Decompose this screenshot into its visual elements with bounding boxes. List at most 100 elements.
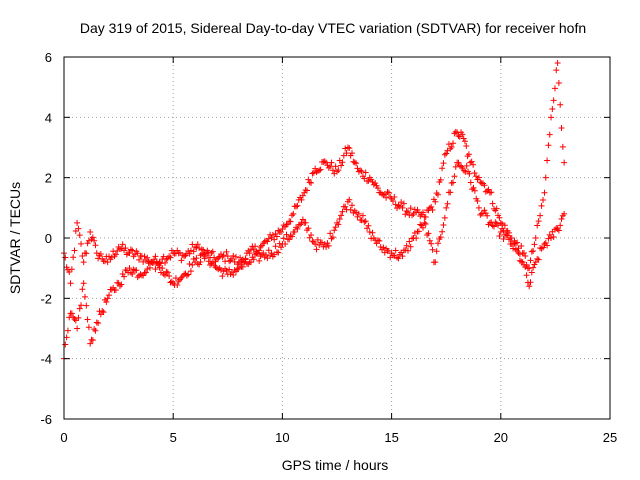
data-point-fill: [273, 249, 280, 256]
data-point-fill: [435, 191, 442, 198]
data-point-fill: [166, 253, 173, 260]
data-point-fill: [347, 206, 354, 213]
data-point-fill: [396, 203, 403, 210]
data-point-fill: [496, 214, 503, 221]
data-point-fill: [339, 208, 346, 215]
y-tick-label: 6: [45, 50, 52, 65]
data-point-fill: [383, 194, 390, 201]
data-point-fill: [84, 316, 91, 323]
data-point-fill: [185, 271, 192, 278]
data-point-fill: [477, 211, 484, 218]
data-point-fill: [403, 207, 410, 214]
data-point-fill: [489, 222, 496, 229]
data-point-fill: [106, 253, 113, 260]
data-point: [290, 210, 297, 217]
data-point-fill: [89, 337, 96, 344]
data-point: [323, 159, 330, 166]
data-point-fill: [79, 253, 86, 260]
data-point-fill: [200, 251, 207, 258]
data-point-fill: [469, 186, 476, 193]
data-point-fill: [515, 249, 522, 256]
data-point-fill: [194, 241, 201, 248]
data-point-fill: [91, 237, 98, 244]
data-point-fill: [204, 249, 211, 256]
data-point-fill: [350, 158, 357, 165]
data-point-fill: [114, 279, 121, 286]
data-point-fill: [493, 205, 500, 212]
data-point-fill: [152, 253, 159, 260]
data-point-fill: [384, 188, 391, 195]
data-point-fill: [144, 254, 151, 261]
data-point-fill: [190, 248, 197, 255]
data-point-fill: [364, 225, 371, 232]
data-point-fill: [294, 225, 301, 232]
data-point-fill: [299, 192, 306, 199]
data-point-fill: [116, 246, 123, 253]
data-point-fill: [146, 264, 153, 271]
data-point: [410, 210, 417, 217]
data-point-fill: [353, 160, 360, 167]
data-point-fill: [145, 258, 152, 265]
data-point-fill: [459, 131, 466, 138]
data-point-fill: [490, 223, 497, 230]
data-point-fill: [413, 235, 420, 242]
data-point-fill: [320, 243, 327, 250]
data-point-fill: [516, 251, 523, 258]
data-point-fill: [537, 212, 544, 219]
data-point-fill: [201, 250, 208, 257]
data-point-fill: [534, 222, 541, 229]
data-point: [421, 219, 428, 226]
data-point-fill: [66, 268, 73, 275]
data-point-fill: [142, 269, 149, 276]
data-point-fill: [275, 249, 282, 256]
data-point-fill: [252, 243, 259, 250]
data-point: [548, 235, 555, 241]
data-point: [344, 144, 351, 151]
data-point-fill: [136, 256, 143, 263]
data-point: [268, 250, 275, 257]
data-point-fill: [122, 245, 129, 252]
data-point-fill: [518, 243, 525, 250]
data-point-fill: [467, 179, 474, 186]
data-point-fill: [445, 141, 452, 148]
data-point-fill: [400, 200, 407, 207]
data-point-fill: [527, 279, 534, 286]
x-tick-label: 0: [60, 430, 67, 445]
data-point: [80, 280, 87, 287]
data-point-fill: [522, 252, 529, 259]
data-point-fill: [125, 250, 132, 257]
data-point-fill: [239, 263, 246, 270]
data-point: [137, 271, 144, 278]
data-point-fill: [79, 286, 86, 293]
y-tick-label: -4: [40, 352, 52, 367]
data-point-fill: [471, 187, 478, 194]
data-point-fill: [551, 226, 558, 233]
data-point: [334, 219, 340, 226]
data-point-fill: [531, 241, 538, 248]
data-point-fill: [492, 219, 499, 226]
data-point-fill: [518, 258, 525, 265]
data-point-fill: [63, 264, 70, 271]
data-point-fill: [433, 190, 440, 197]
data-point-fill: [332, 224, 339, 231]
data-point: [104, 259, 111, 266]
data-point-fill: [353, 209, 360, 216]
data-point-fill: [62, 254, 69, 261]
data-point-fill: [544, 157, 551, 164]
data-point: [213, 256, 220, 263]
data-point-fill: [237, 261, 244, 268]
data-point-fill: [430, 259, 437, 266]
data-point-fill: [362, 218, 369, 225]
data-point-fill: [293, 224, 300, 231]
data-point-fill: [426, 237, 433, 244]
data-point: [541, 241, 548, 248]
data-point-fill: [95, 320, 102, 327]
data-point-fill: [422, 221, 429, 228]
data-point-fill: [76, 305, 83, 312]
x-tick-label: 5: [170, 430, 177, 445]
data-point-fill: [248, 246, 255, 253]
data-point-fill: [272, 243, 279, 250]
data-point-fill: [175, 250, 182, 257]
data-point-fill: [215, 255, 222, 262]
data-point: [541, 189, 548, 196]
